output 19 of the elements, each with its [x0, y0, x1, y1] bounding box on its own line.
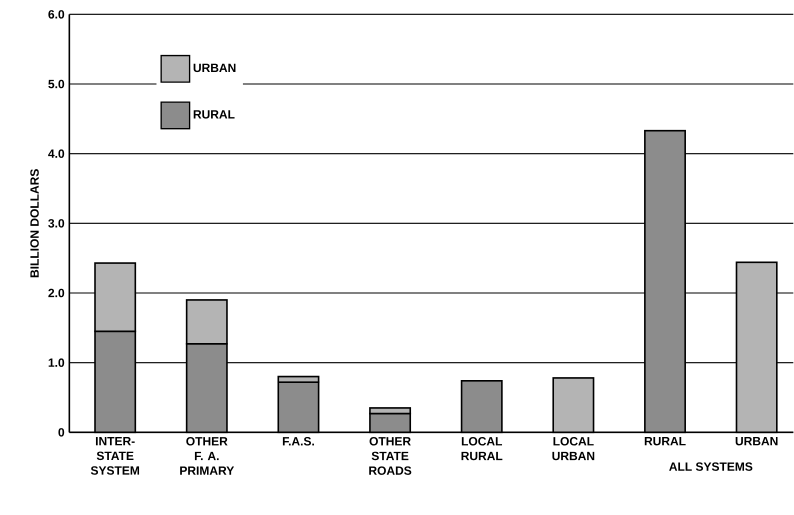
y-tick-label: 0	[58, 428, 64, 437]
y-tick-label: 3.0	[48, 219, 64, 228]
x-tick-label: LOCAL URBAN	[552, 437, 594, 460]
y-tick-label: 2.0	[48, 288, 64, 298]
annotation: ALL SYSTEMS	[669, 462, 752, 471]
x-tick-label: F.A.S.	[282, 437, 314, 446]
x-tick-label: URBAN	[736, 437, 778, 446]
x-tick-label: OTHER STATE ROADS	[369, 437, 412, 475]
y-tick-label: 6.0	[48, 10, 64, 19]
y-tick-label: 5.0	[48, 80, 64, 88]
y-axis-title: BILLION DOLLARS	[30, 169, 39, 278]
x-tick-label: RURAL	[644, 437, 686, 446]
y-tick-label: 4.0	[48, 149, 64, 158]
legend-label: URBAN	[194, 64, 236, 72]
x-tick-label: LOCAL RURAL	[462, 437, 502, 460]
y-tick-label: 1.0	[48, 358, 64, 367]
x-tick-label: INTER- STATE SYSTEM	[90, 437, 140, 475]
x-tick-label: OTHER F. A. PRIMARY	[180, 437, 234, 475]
legend-label: RURAL	[194, 110, 235, 119]
